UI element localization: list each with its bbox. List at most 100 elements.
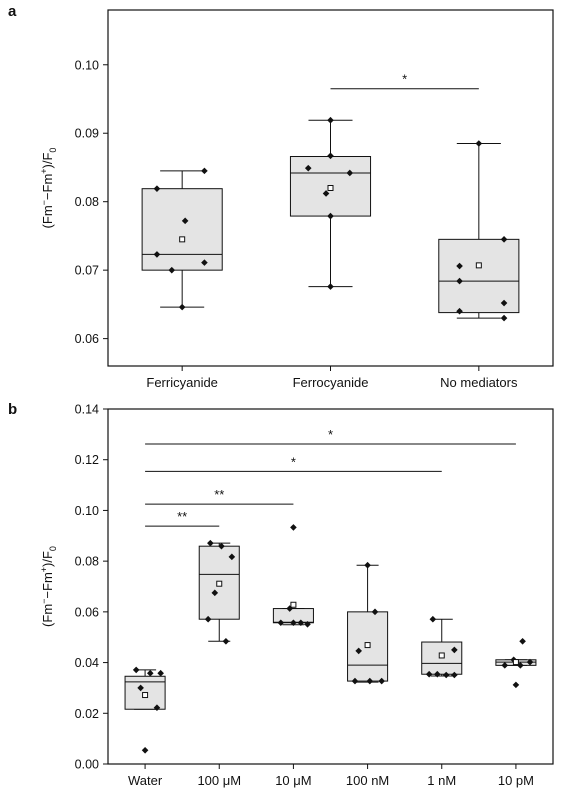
significance-label: * [291,454,296,469]
data-point [222,637,230,645]
panel-b: b (Fm−−Fm+)/F0 0.00 0.02 0.04 0.06 0.08 0.10 0.1… [8,401,554,788]
data-point [346,169,354,177]
data-point [157,669,164,677]
data-point [371,608,379,616]
data-point [153,251,161,258]
data-point [500,236,508,243]
data-point [290,524,297,531]
data-point [519,637,526,645]
box-0 [141,167,223,311]
data-point [146,669,154,677]
data-point [351,677,359,685]
data-point [451,646,458,654]
y-axis-title-part: (Fm [40,205,55,228]
data-point [304,620,311,628]
data-point [201,167,208,175]
box-1 [198,539,240,645]
y-axis-title-part: )/F [40,551,55,567]
y-tick-label: 0.00 [75,758,99,772]
box-5 [495,637,537,689]
data-point [168,266,176,274]
x-tick-label: 1 nM [427,773,456,788]
mean-marker [142,692,149,699]
y-axis-title-sup: + [39,168,49,173]
data-point [277,619,285,627]
data-point [442,671,450,679]
data-point [364,561,371,569]
significance-label: * [402,72,407,87]
data-point [322,190,330,197]
y-axis-title-part: −Fm [40,174,55,200]
y-axis-title-sub: 0 [48,148,58,153]
panel-a: a (Fm−−Fm+)/F0 0.06 0.07 0.08 0.09 0.10 Ferricy… [8,3,554,390]
y-tick-label: 0.10 [75,58,99,72]
data-point [297,619,305,627]
data-point [141,747,149,754]
significance-label: * [328,427,333,442]
data-point [434,670,441,678]
y-tick-label: 0.08 [75,555,99,569]
y-tick-label: 0.10 [75,504,99,518]
box-0 [124,666,166,754]
x-tick-label: 100 nM [346,773,389,788]
data-point [327,283,334,290]
panel-label: a [8,3,17,20]
data-point [355,647,362,655]
significance-label: ** [177,509,187,524]
data-point [500,299,508,307]
mean-marker [364,642,371,649]
box-3 [347,561,389,685]
y-axis-title-sub: 0 [48,546,58,551]
x-tick-label: Ferricyanide [146,375,218,390]
y-tick-label: 0.06 [75,332,99,346]
data-point [304,164,312,172]
data-point [501,662,509,669]
y-axis-title-sup: − [39,599,49,604]
x-tick-label: 10 pM [498,773,534,788]
mean-marker [475,262,482,269]
data-point [327,152,334,160]
y-tick-label: 0.09 [75,127,99,141]
y-tick-label: 0.12 [75,453,99,467]
data-point [425,670,433,678]
plot-frame [107,408,554,765]
y-axis-title-sup: + [39,567,49,572]
data-point [475,140,483,147]
y-tick-label: 0.08 [75,195,99,209]
plot-frame [107,9,554,367]
y-axis-title-part: )/F [40,153,55,169]
box-body [438,238,520,314]
y-axis-title-part: −Fm [40,572,55,598]
data-point [429,615,437,623]
y-tick-label: 0.07 [75,264,99,278]
data-point [207,539,214,547]
data-point [451,671,458,679]
box-1 [289,116,372,290]
mean-marker [438,652,445,659]
data-point [201,259,208,266]
data-point [153,185,161,192]
y-axis-title-part: (Fm [40,604,55,627]
mean-marker [512,659,519,666]
y-axis-title: (Fm−−Fm+)/F0 [39,148,58,229]
x-tick-label: 100 μM [197,773,241,788]
data-point [290,619,297,627]
data-point [327,212,334,220]
box-2 [438,140,520,322]
y-tick-label: 0.06 [75,605,99,619]
data-point [218,542,225,550]
y-tick-label: 0.04 [75,656,99,670]
mean-marker [290,601,297,608]
box-2 [272,524,314,628]
data-point [378,677,385,685]
data-point [204,615,212,623]
data-point [228,553,236,561]
data-point [512,681,520,689]
x-tick-label: 10 μM [275,773,311,788]
data-point [178,303,186,311]
data-point [456,277,463,285]
y-tick-label: 0.14 [75,403,99,417]
mean-marker [327,185,334,191]
data-point [181,217,189,225]
